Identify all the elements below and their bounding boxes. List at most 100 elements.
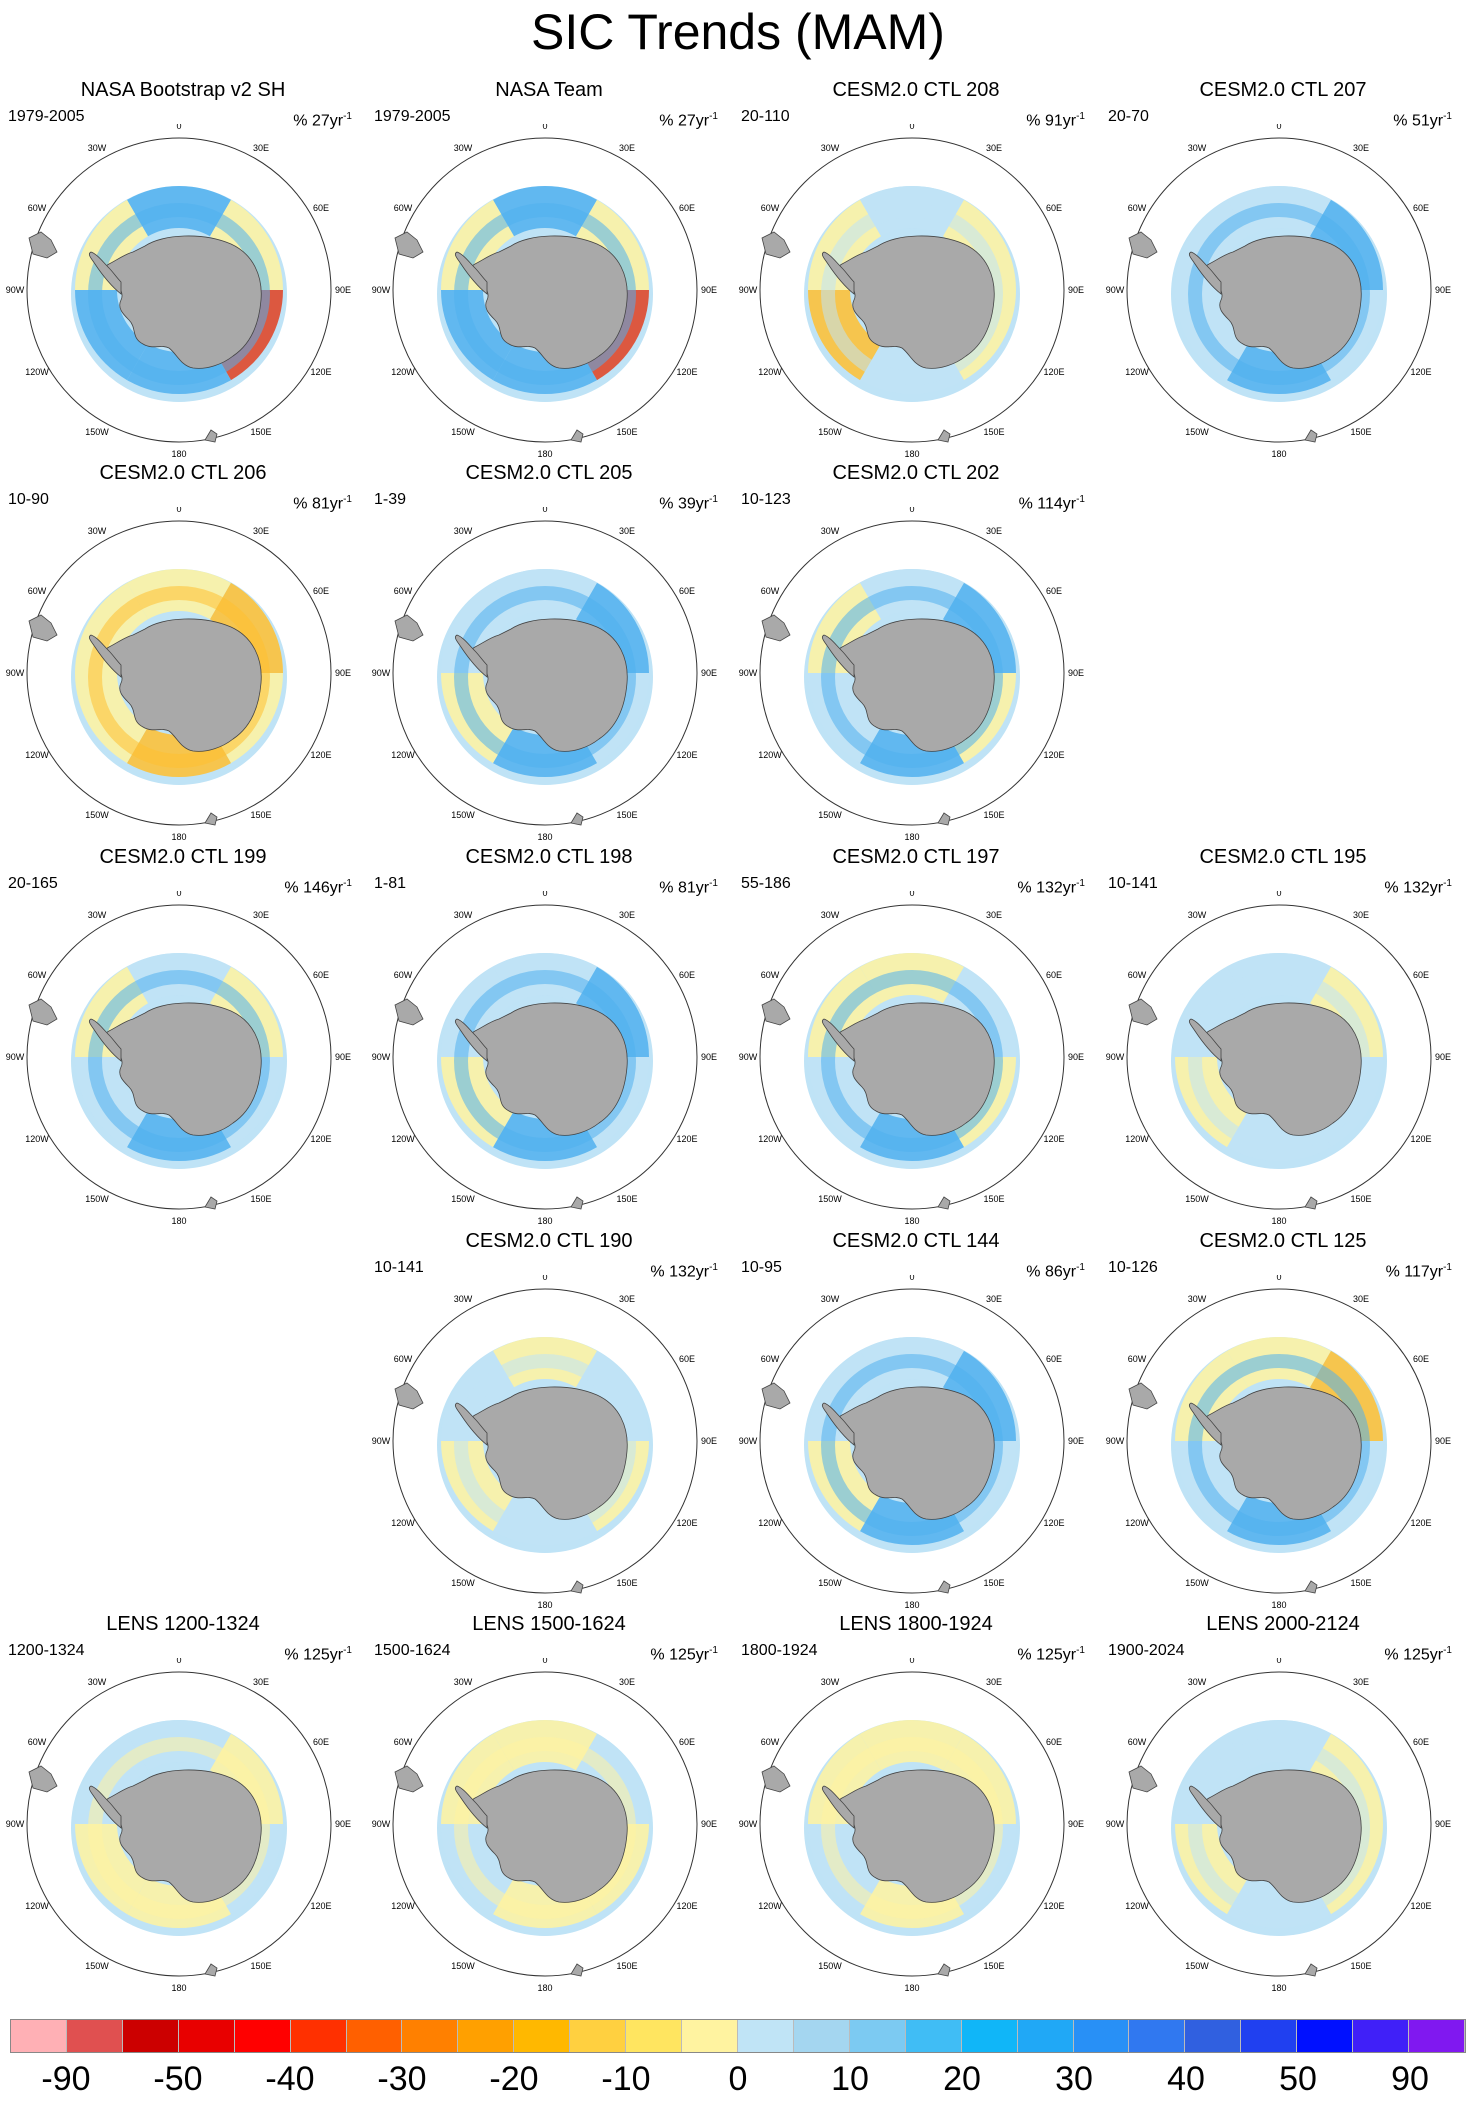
longitude-label: 120E bbox=[1410, 1518, 1431, 1528]
panel-trend-unit: % 27yr-1 bbox=[293, 107, 352, 131]
longitude-label: 60W bbox=[761, 970, 780, 980]
panel-period: 1-39 bbox=[374, 491, 407, 508]
panel-title: CESM2.0 CTL 197 bbox=[832, 846, 1000, 868]
longitude-label: 120W bbox=[1125, 367, 1149, 377]
longitude-label: 120W bbox=[1125, 1518, 1149, 1528]
colorbar-swatch bbox=[570, 2020, 627, 2052]
map-panel: CESM2.0 CTL 198 1-81 % 81yr-1 0 30E 60E 90E 120… bbox=[366, 845, 732, 1229]
trend-coastal-band bbox=[88, 1737, 270, 1919]
longitude-label: 120E bbox=[310, 1134, 331, 1144]
longitude-label: 150E bbox=[616, 1578, 637, 1588]
panel-trend-unit-value: % 27yr bbox=[293, 112, 344, 130]
panel-trend-unit-value: % 117yr bbox=[1385, 1263, 1444, 1281]
longitude-label: 90E bbox=[1068, 1052, 1084, 1062]
colorbar-swatch bbox=[1353, 2020, 1410, 2052]
longitude-label: 120E bbox=[676, 1134, 697, 1144]
longitude-label: 30E bbox=[619, 1294, 635, 1304]
map-panel: LENS 2000-2124 1900-2024 % 125yr-1 0 30E 60E 9… bbox=[1100, 1612, 1466, 1996]
map-panel: CESM2.0 CTL 125 10-126 % 117yr-1 0 30E 60E 90E… bbox=[1100, 1229, 1466, 1613]
polar-stereographic-map: 0 30E 60E 90E 120E 150E 180 150W 120W 90W 60W 30W bbox=[739, 124, 1084, 459]
subantarctic-island bbox=[204, 1196, 218, 1210]
panel-trend-unit-value: % 81yr bbox=[659, 879, 710, 897]
longitude-label: 90W bbox=[739, 1819, 758, 1829]
colorbar-tick-label: 90 bbox=[1391, 2060, 1429, 2098]
panel-period: 1200-1324 bbox=[8, 1642, 85, 1659]
panel-title: NASA Team bbox=[495, 79, 603, 101]
antarctic-peninsula bbox=[454, 1402, 488, 1446]
longitude-label: 180 bbox=[904, 832, 919, 842]
longitude-label: 60W bbox=[394, 1354, 413, 1364]
longitude-label: 30E bbox=[253, 526, 269, 536]
longitude-label: 150W bbox=[818, 1194, 842, 1204]
antarctic-peninsula bbox=[454, 1785, 488, 1829]
subantarctic-island bbox=[937, 1196, 951, 1210]
colorbar-swatch bbox=[1409, 2020, 1465, 2052]
longitude-label: 90E bbox=[1435, 285, 1451, 295]
longitude-label: 60W bbox=[28, 970, 47, 980]
colorbar-tick-label: -30 bbox=[377, 2060, 427, 2098]
longitude-label: 120E bbox=[1410, 1901, 1431, 1911]
longitude-label: 30E bbox=[1353, 1677, 1369, 1687]
longitude-label: 30E bbox=[619, 1677, 635, 1687]
longitude-label: 150W bbox=[85, 1194, 109, 1204]
longitude-label: 150W bbox=[1185, 1194, 1209, 1204]
antarctic-peninsula bbox=[821, 251, 855, 295]
panel-title: CESM2.0 CTL 144 bbox=[832, 1230, 1000, 1252]
panel-trend-unit-exponent: -1 bbox=[1443, 878, 1452, 889]
longitude-label: 150W bbox=[818, 1578, 842, 1588]
panel-period: 1979-2005 bbox=[8, 108, 85, 125]
colorbar-tick-label: 50 bbox=[1279, 2060, 1317, 2098]
subantarctic-island bbox=[570, 812, 584, 826]
panel-trend-unit-exponent: -1 bbox=[709, 1645, 718, 1656]
longitude-label: 60W bbox=[28, 203, 47, 213]
panel-trend-unit-value: % 125yr bbox=[1384, 1646, 1444, 1664]
longitude-label: 90E bbox=[1435, 1819, 1451, 1829]
longitude-label: 90E bbox=[701, 668, 717, 678]
longitude-label: 60E bbox=[313, 970, 329, 980]
longitude-label: 0 bbox=[542, 1275, 547, 1282]
panel-title: NASA Bootstrap v2 SH bbox=[80, 79, 286, 101]
longitude-label: 90W bbox=[739, 1436, 758, 1446]
trend-coastal-band bbox=[454, 203, 636, 385]
panel-period: 20-70 bbox=[1108, 108, 1149, 125]
longitude-label: 30W bbox=[821, 143, 840, 153]
map-panel: LENS 1800-1924 1800-1924 % 125yr-1 0 30E 60E 9… bbox=[733, 1612, 1099, 1996]
south-america-landmass bbox=[1128, 231, 1158, 259]
south-america-landmass bbox=[394, 998, 424, 1026]
panel-trend-unit: % 81yr-1 bbox=[659, 874, 718, 898]
colorbar-tick-label: -40 bbox=[265, 2060, 315, 2098]
subantarctic-island bbox=[937, 1963, 951, 1977]
colorbar-tick-label: -90 bbox=[41, 2060, 91, 2098]
map-panel: CESM2.0 CTL 195 10-141 % 132yr-1 0 30E 60E 90E… bbox=[1100, 845, 1466, 1229]
longitude-label: 120W bbox=[758, 1134, 782, 1144]
colorbar-swatch bbox=[178, 2020, 235, 2052]
colorbar-swatch bbox=[793, 2020, 850, 2052]
polar-stereographic-map: 0 30E 60E 90E 120E 150E 180 150W 120W 90W 60W 30W bbox=[1106, 124, 1451, 459]
longitude-label: 150W bbox=[451, 427, 475, 437]
trend-coastal-band bbox=[454, 970, 636, 1152]
panel-trend-unit-exponent: -1 bbox=[343, 1645, 352, 1656]
panel-trend-unit-value: % 91yr bbox=[1026, 112, 1077, 130]
longitude-label: 60W bbox=[28, 1737, 47, 1747]
longitude-label: 90E bbox=[1068, 1819, 1084, 1829]
subantarctic-island bbox=[1304, 429, 1318, 443]
longitude-label: 60W bbox=[761, 1354, 780, 1364]
south-america-landmass bbox=[394, 614, 424, 642]
trend-coastal-band bbox=[88, 203, 270, 385]
south-america-landmass bbox=[761, 614, 791, 642]
map-panel: CESM2.0 CTL 208 20-110 % 91yr-1 0 30E 60E 90E 1… bbox=[733, 78, 1099, 462]
panel-period: 20-110 bbox=[741, 108, 790, 125]
trend-coastal-band bbox=[88, 970, 270, 1152]
longitude-label: 150E bbox=[250, 427, 271, 437]
longitude-label: 150E bbox=[616, 427, 637, 437]
longitude-label: 60E bbox=[679, 586, 695, 596]
longitude-label: 120E bbox=[1043, 750, 1064, 760]
longitude-label: 90W bbox=[372, 1052, 391, 1062]
longitude-label: 30E bbox=[1353, 910, 1369, 920]
panel-period: 10-141 bbox=[374, 1259, 424, 1276]
longitude-label: 120E bbox=[1043, 367, 1064, 377]
longitude-label: 30W bbox=[88, 143, 107, 153]
panel-title: CESM2.0 CTL 208 bbox=[832, 79, 1000, 101]
antarctic-peninsula bbox=[821, 634, 855, 678]
longitude-label: 30E bbox=[253, 910, 269, 920]
